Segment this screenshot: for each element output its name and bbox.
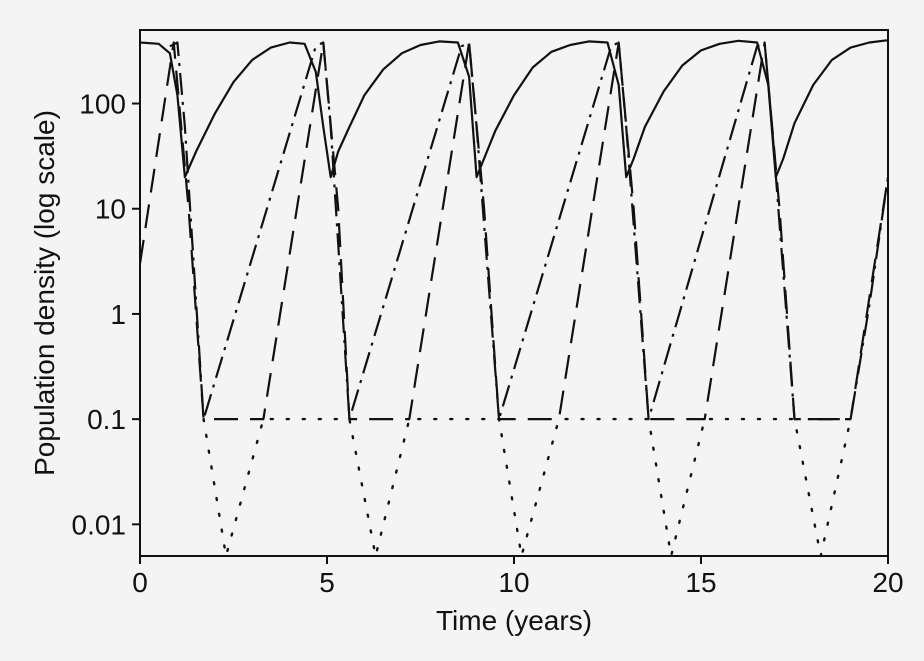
series-line-dashdot xyxy=(169,41,890,421)
plot-frame xyxy=(139,29,889,557)
series-line-dashed xyxy=(138,41,890,421)
x-tick-label: 0 xyxy=(132,567,148,598)
y-axis-title: Population density (log scale) xyxy=(29,110,60,476)
x-tick-label: 5 xyxy=(319,567,335,598)
x-tick-label: 10 xyxy=(498,567,529,598)
plot-area xyxy=(138,39,890,558)
x-tick-label: 20 xyxy=(872,567,903,598)
y-tick-label: 10 xyxy=(95,194,126,225)
y-tick-label: 0.01 xyxy=(72,509,127,540)
axis-ticks: 0 5 10 15 20 0.01 0.1 1 10 100 xyxy=(72,89,904,598)
y-tick-label: 0.1 xyxy=(87,404,126,435)
x-axis-title: Time (years) xyxy=(436,605,592,636)
series-line-solid xyxy=(139,39,889,179)
series-line-dotted xyxy=(202,417,852,558)
y-tick-label: 1 xyxy=(110,299,126,330)
x-tick-label: 15 xyxy=(685,567,716,598)
y-tick-label: 100 xyxy=(79,89,126,120)
